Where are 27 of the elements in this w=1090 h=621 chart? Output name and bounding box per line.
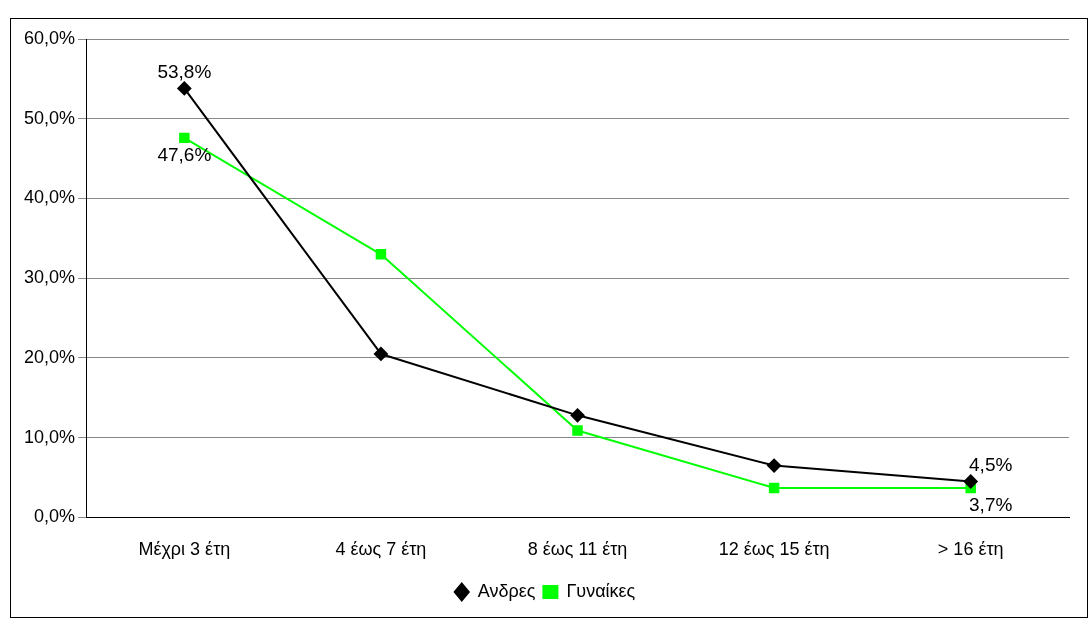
data-label: 3,7% xyxy=(969,493,1013,515)
y-tick-label: 0,0% xyxy=(34,506,76,527)
x-tick-label: 4 έως 7 έτη xyxy=(335,539,427,560)
point xyxy=(768,482,780,494)
point xyxy=(373,346,388,361)
point xyxy=(179,132,190,144)
x-tick-label: > 16 έτη xyxy=(937,539,1004,560)
point xyxy=(963,474,978,489)
legend-label: Γυναίκες xyxy=(566,580,636,601)
x-tick-label: Μέχρι 3 έτη xyxy=(138,539,231,560)
x-tick-label: 12 έως 15 έτη xyxy=(718,539,830,560)
point xyxy=(570,408,585,423)
legend-label: Ανδρες xyxy=(477,580,536,601)
point xyxy=(375,249,387,260)
data-label: 53,8% xyxy=(157,61,212,83)
y-tick-label: 40,0% xyxy=(23,187,76,208)
point xyxy=(767,458,782,473)
y-tick-label: 10,0% xyxy=(23,426,76,447)
point xyxy=(177,81,192,96)
y-tick-label: 20,0% xyxy=(23,346,76,367)
x-tick-label: 8 έως 11 έτη xyxy=(527,539,628,560)
point xyxy=(572,425,583,436)
y-tick-label: 50,0% xyxy=(23,107,76,128)
y-tick-label: 30,0% xyxy=(23,267,76,288)
data-label: 4,5% xyxy=(969,454,1013,476)
data-label: 47,6% xyxy=(157,143,212,165)
y-tick-label: 60,0% xyxy=(23,27,76,48)
